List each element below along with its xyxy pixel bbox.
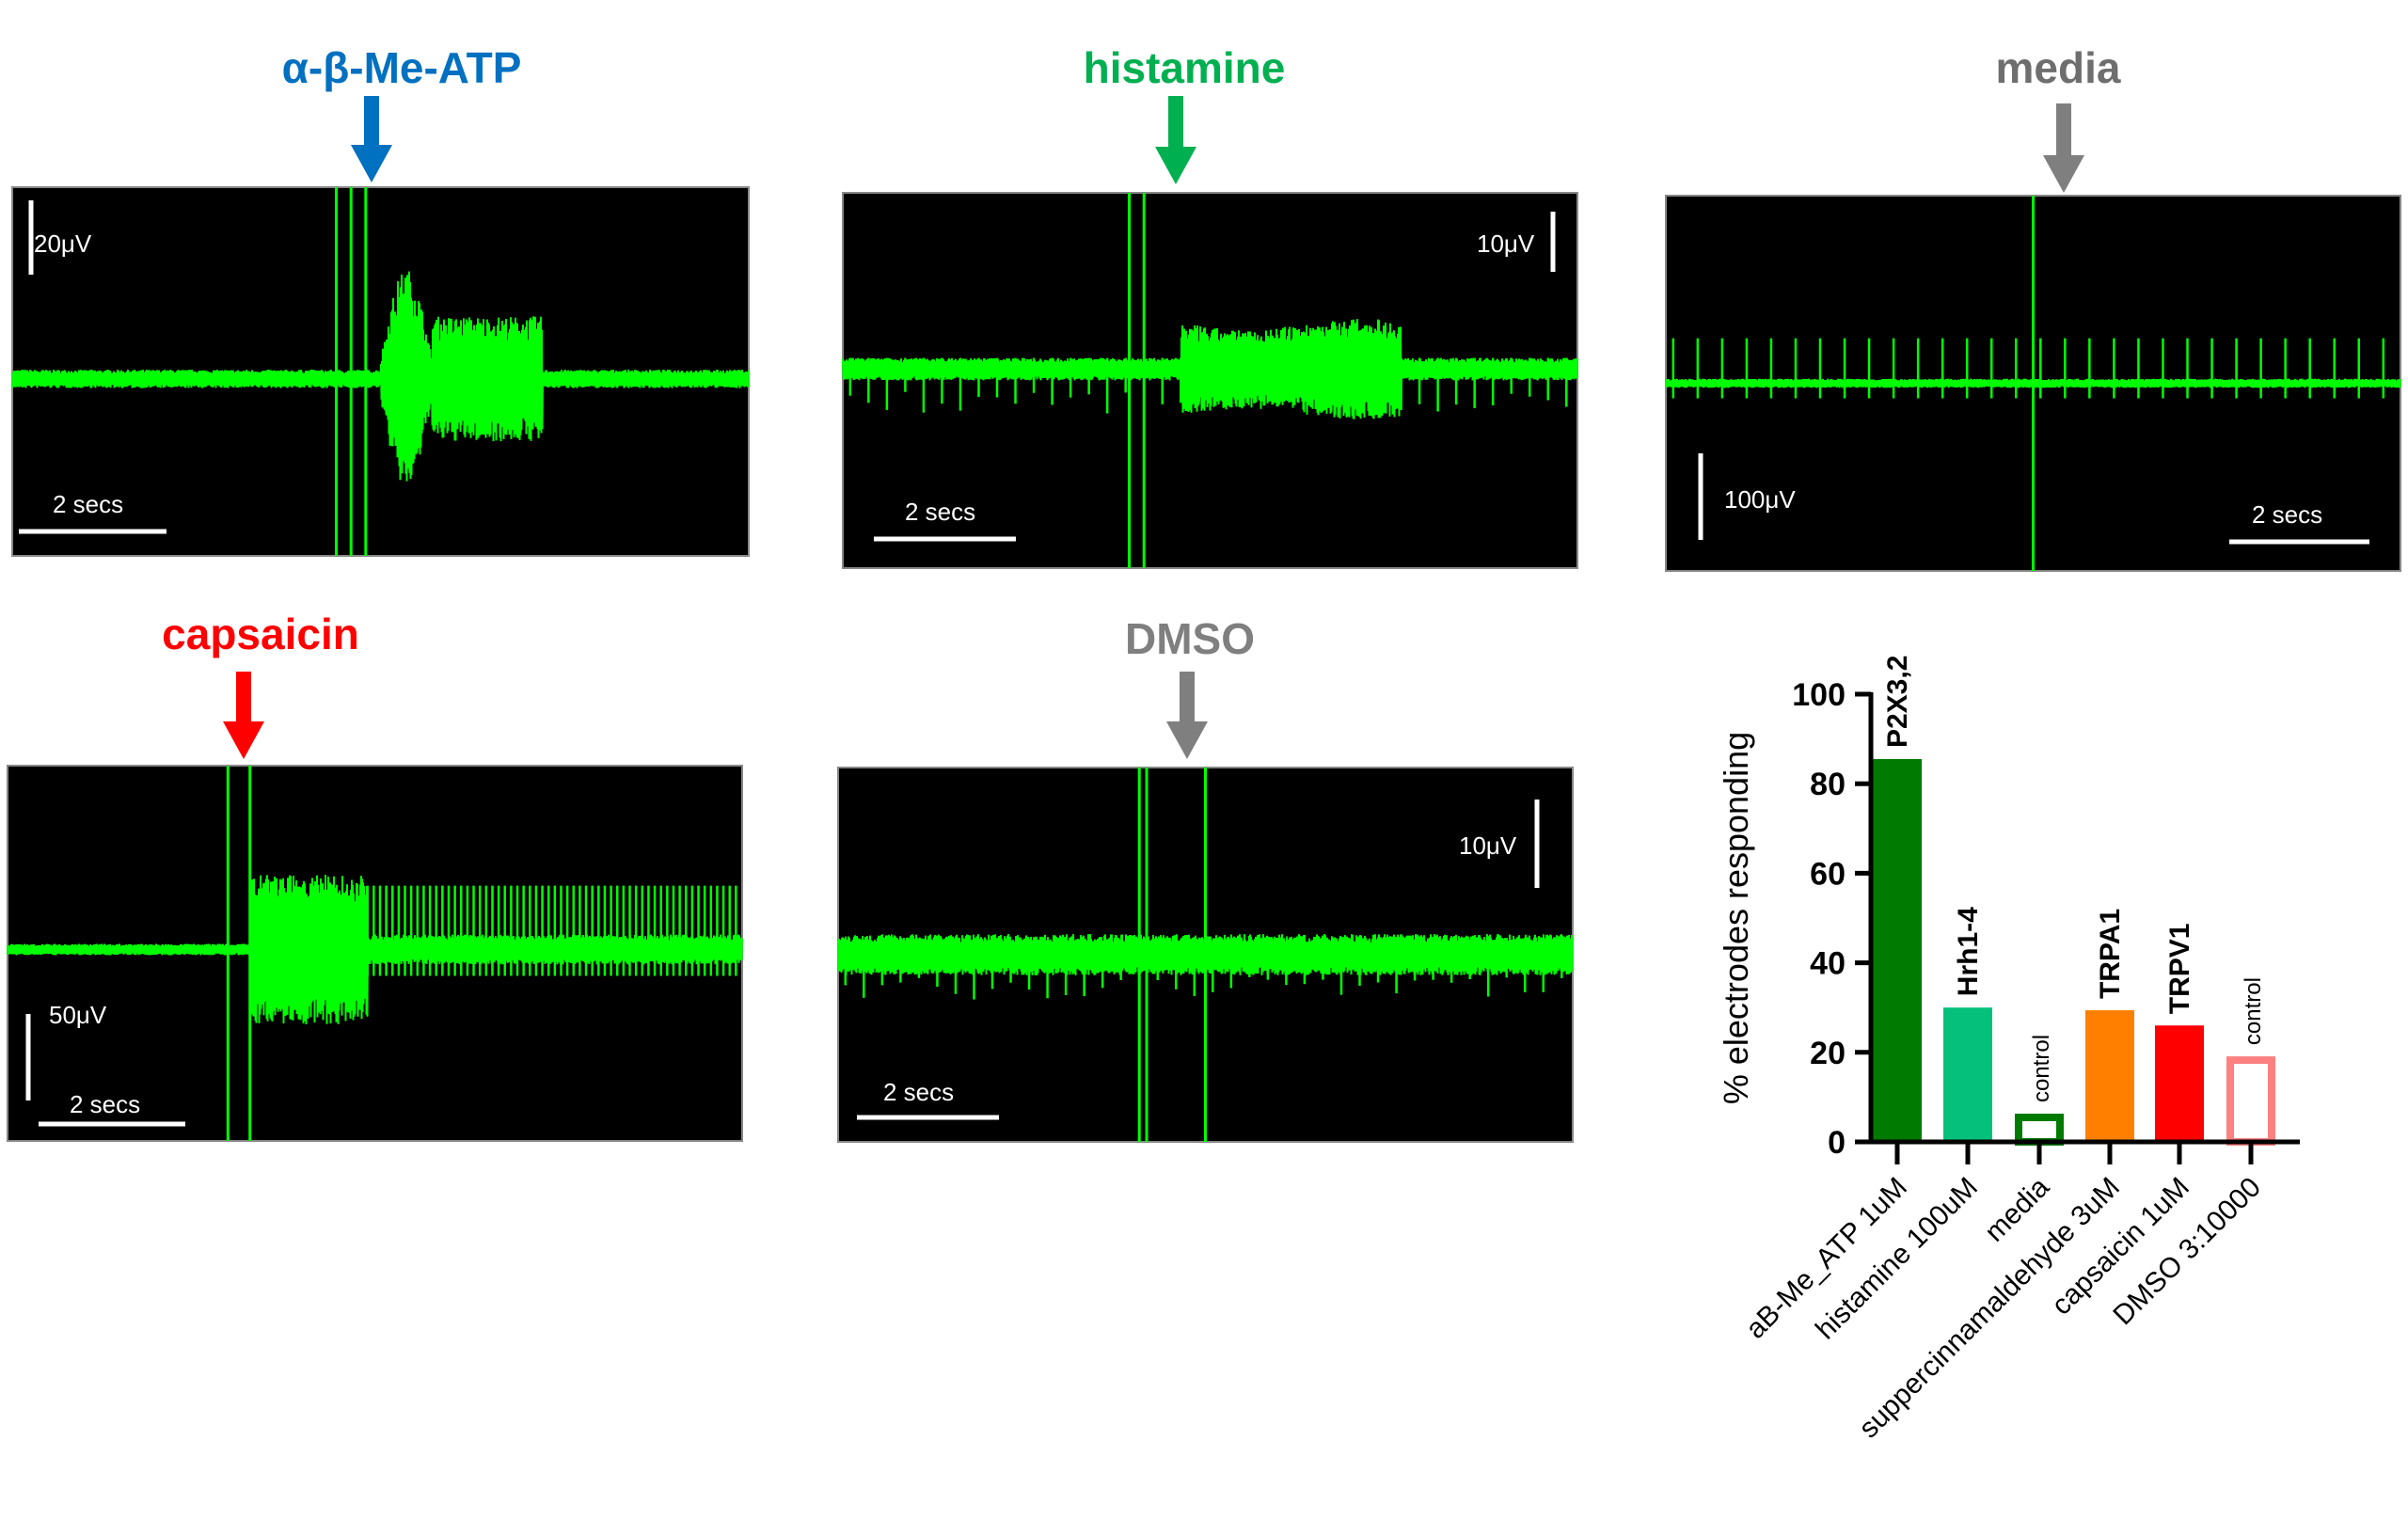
- time-scale-label: 2 secs: [53, 490, 123, 518]
- bar: [2015, 1114, 2064, 1146]
- bar-label: control: [2241, 977, 2266, 1045]
- amp-scale-label: 50μV: [49, 1001, 107, 1029]
- voltage-trace: [11, 271, 750, 482]
- y-tick-label: 80: [1810, 767, 1846, 802]
- bar-label: control: [2029, 1035, 2054, 1102]
- y-tick-label: 100: [1792, 677, 1846, 713]
- time-scale-label: 2 secs: [883, 1078, 954, 1106]
- down-arrow-icon: [2043, 103, 2084, 193]
- bar-label: TRPA1: [2095, 909, 2126, 999]
- down-arrow-icon: [1166, 672, 1208, 759]
- trace-panel-5: [837, 767, 1574, 1143]
- amp-scale-label: 10μV: [1459, 831, 1517, 860]
- bar: [1943, 1007, 1992, 1142]
- y-axis-label: % electrodes responding: [1717, 732, 1755, 1104]
- y-tick-label: 40: [1810, 946, 1846, 982]
- bar: [2155, 1025, 2204, 1142]
- bar-label: Hrh1-4: [1953, 907, 1984, 996]
- bar-label: TRPV1: [2164, 924, 2195, 1015]
- panel-title-media: media: [1996, 43, 2121, 92]
- trace-panel-3: [1665, 195, 2401, 572]
- amp-scale-label: 20μV: [34, 230, 92, 258]
- bar-chart: % electrodes responding 0 20 40 60 80 100 P2X…: [1717, 656, 2300, 1444]
- y-tick-label: 20: [1810, 1036, 1846, 1071]
- y-tick-label: 0: [1828, 1125, 1846, 1161]
- time-scale-label: 2 secs: [905, 498, 975, 526]
- trace-panel-2: [842, 192, 1578, 569]
- amp-scale-label: 10μV: [1477, 230, 1535, 258]
- bar-label: P2X3,2: [1882, 656, 1913, 748]
- down-arrow-icon: [1155, 96, 1196, 184]
- time-scale-label: 2 secs: [70, 1090, 140, 1118]
- bar: [2226, 1056, 2275, 1146]
- down-arrow-icon: [223, 672, 264, 759]
- panel-title-dmso: DMSO: [1125, 614, 1255, 663]
- down-arrow-icon: [351, 96, 392, 182]
- panel-title-histamine: histamine: [1084, 43, 1286, 92]
- bar: [1873, 759, 1922, 1142]
- amp-scale-label: 100μV: [1724, 485, 1796, 514]
- panel-title-capsaicin: capsaicin: [162, 610, 359, 658]
- bar: [2085, 1010, 2134, 1142]
- trace-panel-4: [7, 765, 743, 1142]
- time-scale-label: 2 secs: [2252, 500, 2322, 529]
- panel-title-atp: α-β-Me-ATP: [282, 43, 522, 92]
- trace-panel-1: [11, 186, 750, 557]
- voltage-trace: [842, 319, 1578, 420]
- y-tick-label: 60: [1810, 856, 1846, 892]
